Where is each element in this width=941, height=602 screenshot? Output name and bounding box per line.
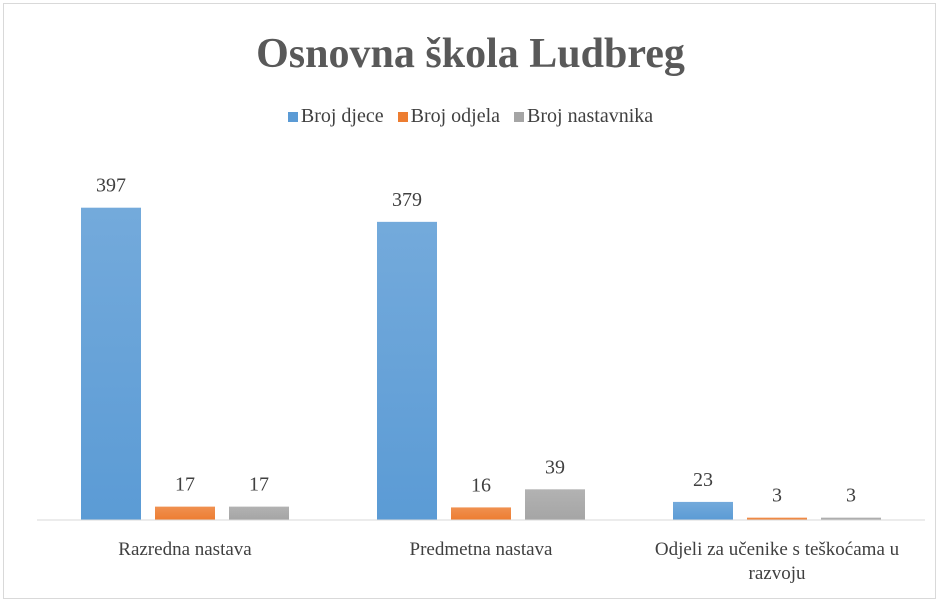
bar <box>229 506 289 520</box>
data-label: 23 <box>693 469 713 491</box>
x-tick-label: Odjeli za učenike s teškoćama u razvoju <box>654 539 900 584</box>
legend-swatch <box>287 111 298 122</box>
legend-label: Broj odjela <box>410 105 501 127</box>
data-label: 3 <box>846 485 856 507</box>
bar <box>525 489 585 520</box>
legend-label: Broj nastavnika <box>527 105 654 127</box>
legend-label: Broj djece <box>300 105 384 127</box>
chart-frame <box>3 3 936 599</box>
data-label: 397 <box>96 175 126 197</box>
bar <box>155 506 215 520</box>
data-label: 17 <box>249 474 269 496</box>
legend-swatch <box>397 111 408 122</box>
data-label: 3 <box>772 485 782 507</box>
data-label: 16 <box>471 474 491 496</box>
legend-item: Broj odjela <box>397 105 501 128</box>
legend: Broj djece Broj odjela Broj nastavnika <box>0 105 941 128</box>
x-tick-label: Razredna nastava <box>118 539 252 560</box>
bar <box>81 207 141 520</box>
legend-item: Broj djece <box>287 105 384 128</box>
bar <box>673 501 733 520</box>
bar <box>377 221 437 520</box>
bar <box>451 507 511 520</box>
x-tick-label: Predmetna nastava <box>409 539 553 560</box>
bar <box>821 517 881 520</box>
data-label: 379 <box>392 189 422 211</box>
legend-item: Broj nastavnika <box>514 105 653 128</box>
chart-title: Osnovna škola Ludbreg <box>256 31 685 77</box>
bar <box>747 517 807 520</box>
legend-swatch <box>514 111 525 122</box>
data-label: 39 <box>545 456 565 478</box>
data-label: 17 <box>175 474 195 496</box>
